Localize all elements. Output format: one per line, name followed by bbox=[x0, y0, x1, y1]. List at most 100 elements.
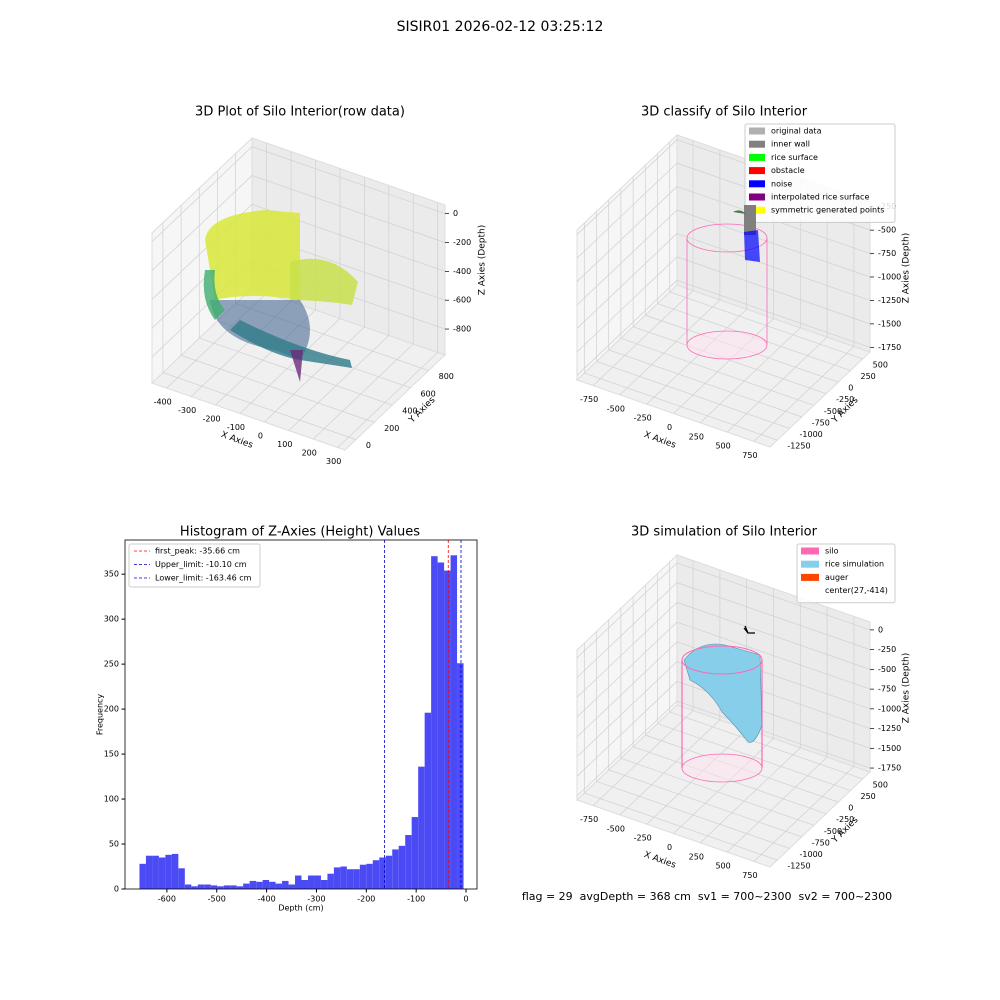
bar bbox=[366, 863, 373, 889]
bar bbox=[379, 857, 386, 889]
grid-line bbox=[753, 766, 855, 862]
legend-label: rice surface bbox=[771, 153, 818, 162]
grid-line bbox=[576, 562, 678, 659]
x-tick-label: 200 bbox=[302, 448, 317, 457]
grid-line bbox=[576, 209, 678, 306]
grid-line bbox=[576, 700, 678, 797]
legend-label: auger bbox=[825, 573, 849, 582]
y-tick-label: -250 bbox=[836, 815, 854, 824]
legend-swatch bbox=[801, 547, 819, 555]
bar bbox=[191, 886, 198, 889]
bar bbox=[243, 883, 250, 889]
x-tick-label: -750 bbox=[580, 815, 598, 824]
grid-line bbox=[596, 781, 790, 849]
bar bbox=[275, 883, 283, 889]
x-tick-label: 300 bbox=[326, 457, 341, 466]
axis-label: Depth (cm) bbox=[278, 904, 323, 913]
grid-line bbox=[619, 719, 721, 816]
z-tick-label: 0 bbox=[878, 625, 883, 634]
z-tick-label: -750 bbox=[878, 685, 896, 694]
bar bbox=[295, 875, 302, 889]
y-tick-label: 250 bbox=[104, 660, 119, 669]
y-tick-label: -500 bbox=[824, 827, 842, 836]
grid-line bbox=[620, 337, 815, 406]
point-cloud bbox=[203, 270, 225, 320]
grid-line bbox=[584, 792, 778, 861]
decorations bbox=[203, 205, 768, 783]
bar bbox=[431, 556, 438, 889]
z-tick-label: -600 bbox=[453, 296, 471, 305]
y-tick-label: 0 bbox=[848, 804, 853, 813]
y-tick-label: 100 bbox=[104, 795, 119, 804]
x-tick-label: -400 bbox=[258, 895, 276, 904]
grid-line bbox=[576, 641, 678, 738]
x-tick-label: -600 bbox=[158, 895, 176, 904]
grid-line bbox=[676, 602, 871, 670]
silo-outline bbox=[681, 660, 763, 768]
z-tick-label: 0 bbox=[453, 209, 458, 218]
grid-line bbox=[576, 162, 678, 259]
y-tick-label: -1000 bbox=[800, 850, 823, 859]
legend-label: noise bbox=[771, 179, 792, 188]
grid-line bbox=[700, 327, 801, 424]
z-tick-label: -1500 bbox=[878, 744, 901, 753]
bar bbox=[171, 853, 179, 889]
z-tick-label: -250 bbox=[878, 645, 896, 654]
grid-line bbox=[619, 299, 721, 396]
legend-label: silo bbox=[825, 547, 839, 556]
noise-points bbox=[744, 230, 760, 262]
bar bbox=[405, 835, 412, 889]
legend-box bbox=[744, 123, 896, 223]
rice-surface bbox=[683, 643, 763, 743]
bar bbox=[359, 864, 367, 889]
grid-line bbox=[576, 280, 678, 376]
grid-line bbox=[251, 146, 446, 214]
y-tick-label: 500 bbox=[873, 360, 888, 369]
y-tick-label: 250 bbox=[860, 792, 875, 801]
grid-line bbox=[576, 139, 678, 235]
axis-label: Z Axies (Depth) bbox=[902, 653, 912, 724]
y-tick-label: -750 bbox=[812, 838, 830, 847]
x-tick-label: 750 bbox=[742, 871, 757, 880]
legend-swatch bbox=[801, 560, 819, 568]
legend-label: Upper_limit: -10.10 cm bbox=[155, 560, 247, 569]
bar bbox=[288, 884, 296, 889]
y-tick-label: 200 bbox=[384, 424, 399, 433]
legend-label: original data bbox=[771, 127, 822, 136]
grid-line bbox=[162, 372, 357, 440]
y-tick-label: -1250 bbox=[787, 442, 810, 451]
grid-line bbox=[673, 738, 774, 834]
y-tick-label: -750 bbox=[812, 418, 830, 427]
surface-points bbox=[733, 210, 746, 214]
legend-label: inner wall bbox=[771, 140, 810, 149]
bar bbox=[411, 817, 419, 889]
point-cloud bbox=[230, 320, 352, 368]
z-tick-label: -400 bbox=[453, 267, 471, 276]
legend-box bbox=[796, 543, 896, 604]
grid-line bbox=[576, 602, 678, 698]
bar bbox=[457, 663, 464, 889]
y-tick-label: 800 bbox=[439, 372, 454, 381]
grid-line bbox=[753, 346, 855, 442]
y-tick-label: 500 bbox=[873, 780, 888, 789]
point-cloud bbox=[205, 210, 300, 300]
grid-line bbox=[676, 621, 871, 690]
bar bbox=[385, 855, 393, 889]
legend-swatch bbox=[801, 573, 819, 581]
bar bbox=[152, 855, 159, 889]
grid-line bbox=[669, 711, 863, 780]
grid-line bbox=[620, 757, 815, 826]
x-tick-label: 100 bbox=[277, 440, 292, 449]
x-tick-label: -250 bbox=[634, 414, 652, 423]
bar bbox=[256, 881, 263, 889]
grid-line bbox=[669, 291, 863, 360]
axis-label: Z Axies (Depth) bbox=[902, 233, 912, 304]
z-tick-label: -1750 bbox=[878, 343, 901, 352]
inner-wall-points bbox=[744, 205, 756, 235]
x-tick-label: 500 bbox=[715, 442, 730, 451]
grid-line bbox=[151, 146, 253, 242]
bar bbox=[372, 860, 380, 889]
bar bbox=[418, 766, 425, 889]
grid-line bbox=[576, 233, 678, 329]
bar bbox=[178, 868, 185, 889]
